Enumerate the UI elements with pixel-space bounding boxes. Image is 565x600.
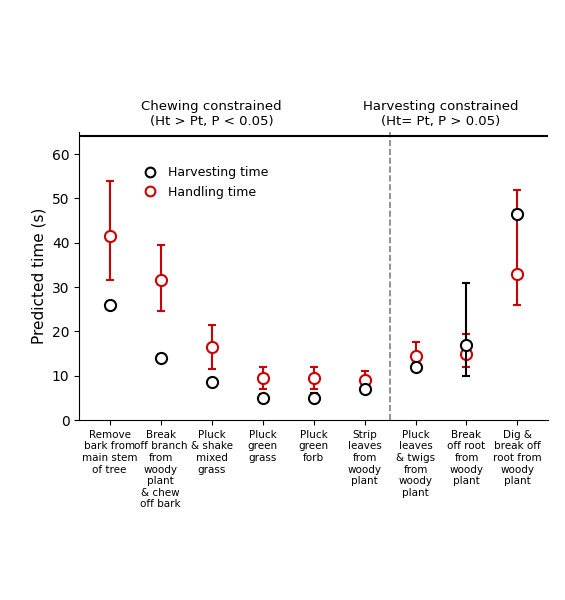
Text: Harvesting constrained
(Ht= Pt, P > 0.05): Harvesting constrained (Ht= Pt, P > 0.05… bbox=[363, 100, 519, 128]
Text: Chewing constrained
(Ht > Pt, P < 0.05): Chewing constrained (Ht > Pt, P < 0.05) bbox=[141, 100, 282, 128]
Legend: Harvesting time, Handling time: Harvesting time, Handling time bbox=[132, 161, 274, 203]
Y-axis label: Predicted time (s): Predicted time (s) bbox=[31, 208, 46, 344]
